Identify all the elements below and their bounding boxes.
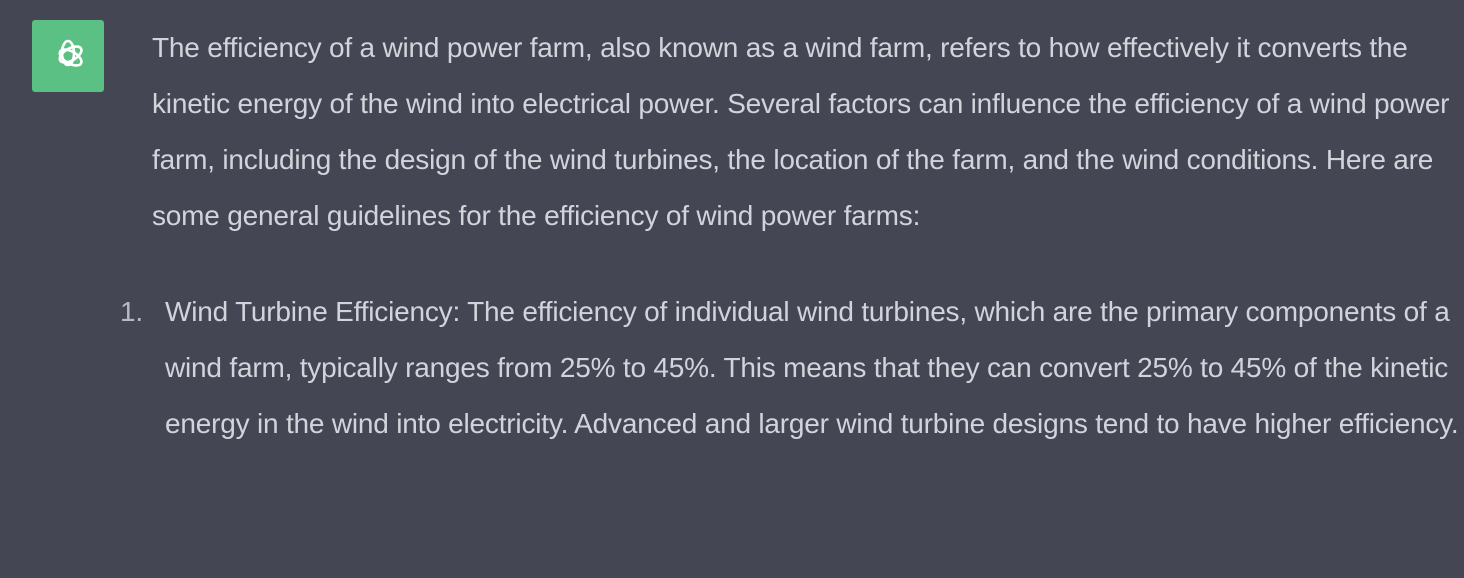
- openai-logo-icon: [58, 39, 83, 67]
- list-item-text: Wind Turbine Efficiency: The efficiency …: [165, 296, 1459, 439]
- list-item-number: 1.: [120, 296, 143, 327]
- message-list: 1. Wind Turbine Efficiency: The efficien…: [120, 284, 1462, 452]
- assistant-message: The efficiency of a wind power farm, als…: [120, 20, 1462, 452]
- list-item: 1. Wind Turbine Efficiency: The efficien…: [120, 284, 1462, 452]
- assistant-avatar: [32, 20, 104, 92]
- message-intro: The efficiency of a wind power farm, als…: [152, 32, 1450, 231]
